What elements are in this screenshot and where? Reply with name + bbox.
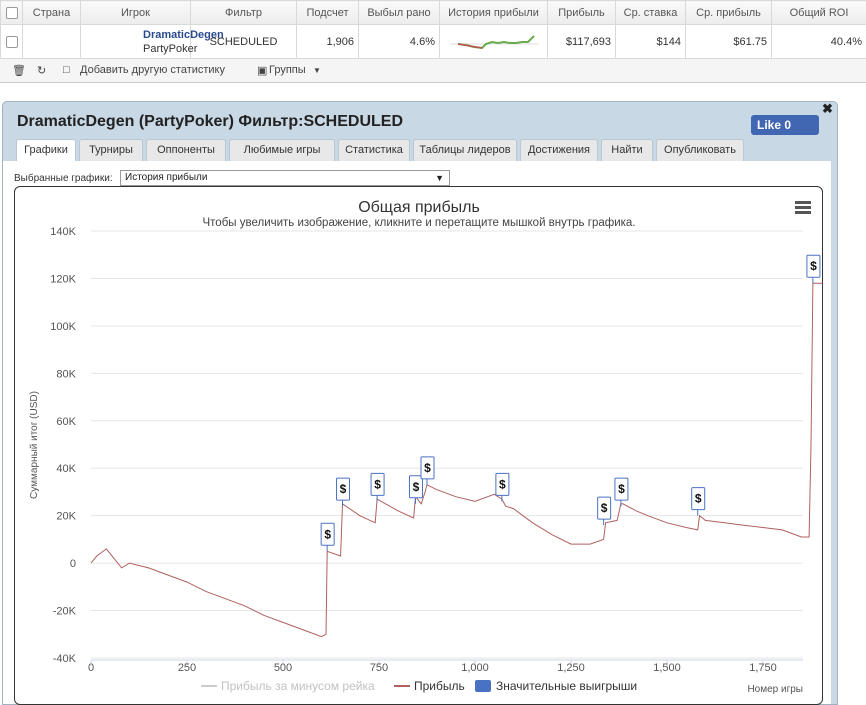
refresh-icon[interactable]: ↻: [37, 65, 47, 77]
player-cell: DramaticDegen PartyPoker: [80, 24, 224, 59]
chart-selector-label: Выбранные графики:: [14, 173, 113, 184]
chevron-down-icon: ▼: [313, 66, 321, 75]
count-cell: 1,906: [296, 24, 359, 59]
col-header-history[interactable]: История прибыли: [439, 0, 548, 25]
tab-4[interactable]: Статистика: [338, 139, 410, 161]
chart-selector-value: История прибыли: [125, 172, 208, 183]
add-stat-link[interactable]: Добавить другую статистику: [80, 64, 225, 76]
groups-icon: ▣: [257, 65, 268, 77]
tab-2[interactable]: Оппоненты: [146, 139, 226, 161]
profit-history-sparkline[interactable]: [439, 24, 548, 59]
groups-dropdown[interactable]: Группы: [269, 64, 306, 76]
col-header-player[interactable]: Игрок: [80, 0, 191, 25]
popup-title: DramaticDegen (PartyPoker) Фильтр:SCHEDU…: [17, 113, 403, 130]
sparkline-svg: [449, 35, 538, 50]
col-header-early[interactable]: Выбыл рано: [358, 0, 440, 25]
tab-3[interactable]: Любимые игры: [229, 139, 335, 161]
like-label: Like 0: [757, 118, 792, 132]
avg-profit-cell: $61.75: [685, 24, 772, 59]
col-header-count[interactable]: Подсчет: [296, 0, 359, 25]
select-all-checkbox[interactable]: [0, 0, 23, 25]
sparkline-negative: [457, 43, 482, 49]
col-header-profit[interactable]: Прибыль: [547, 0, 616, 25]
profit-cell: $117,693: [547, 24, 616, 59]
roi-cell: 40.4%: [771, 24, 866, 59]
row-checkbox[interactable]: [0, 24, 23, 59]
chevron-down-icon: ▼: [435, 173, 444, 183]
country-cell: [22, 24, 81, 59]
player-site: PartyPoker: [143, 42, 198, 55]
table-header-row: Страна Игрок Фильтр Подсчет Выбыл рано И…: [0, 0, 866, 25]
close-icon[interactable]: ✖: [822, 101, 833, 116]
stats-table: Страна Игрок Фильтр Подсчет Выбыл рано И…: [0, 0, 866, 59]
avg-stake-cell: $144: [615, 24, 686, 59]
table-toolbar: 🗑 ↻ □ Добавить другую статистику ▣ Групп…: [0, 60, 866, 82]
stats-section: Страна Игрок Фильтр Подсчет Выбыл рано И…: [0, 0, 866, 83]
tab-8[interactable]: Опубликовать: [656, 139, 744, 161]
tab-7[interactable]: Найти: [601, 139, 653, 161]
col-header-avg-stake[interactable]: Ср. ставка: [615, 0, 686, 25]
col-header-filter[interactable]: Фильтр: [190, 0, 297, 25]
col-header-avg-profit[interactable]: Ср. прибыль: [685, 0, 772, 25]
col-header-country[interactable]: Страна: [22, 0, 81, 25]
tab-1[interactable]: Турниры: [79, 139, 143, 161]
trash-icon[interactable]: 🗑: [12, 65, 26, 77]
chart-selector[interactable]: История прибыли ▼: [120, 170, 450, 186]
col-header-roi[interactable]: Общий ROI: [771, 0, 866, 25]
tab-0[interactable]: Графики: [16, 139, 76, 162]
chart-container[interactable]: [14, 186, 823, 705]
add-stat-icon: □: [63, 64, 70, 76]
filter-cell: SCHEDULED: [190, 24, 297, 59]
tab-6[interactable]: Достижения: [520, 139, 598, 161]
table-row: DramaticDegen PartyPoker SCHEDULED 1,906…: [0, 24, 866, 59]
early-cell: 4.6%: [358, 24, 440, 59]
facebook-like-button[interactable]: Like 0: [751, 115, 819, 135]
tab-5[interactable]: Таблицы лидеров: [413, 139, 517, 161]
player-link[interactable]: DramaticDegen: [143, 28, 224, 41]
